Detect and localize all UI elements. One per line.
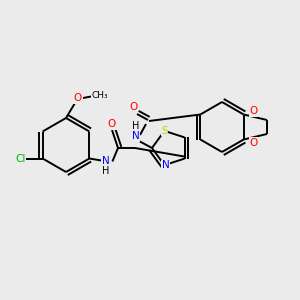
Text: N: N bbox=[132, 131, 140, 141]
Text: Cl: Cl bbox=[15, 154, 26, 164]
Text: H: H bbox=[102, 166, 109, 176]
Text: O: O bbox=[129, 102, 137, 112]
Text: O: O bbox=[250, 106, 258, 116]
Text: N: N bbox=[101, 157, 109, 166]
Text: H: H bbox=[132, 121, 140, 131]
Text: O: O bbox=[108, 119, 116, 129]
Text: S: S bbox=[161, 126, 168, 136]
Text: O: O bbox=[74, 93, 82, 103]
Text: N: N bbox=[162, 160, 169, 170]
Text: CH₃: CH₃ bbox=[92, 92, 108, 100]
Text: O: O bbox=[250, 137, 258, 148]
